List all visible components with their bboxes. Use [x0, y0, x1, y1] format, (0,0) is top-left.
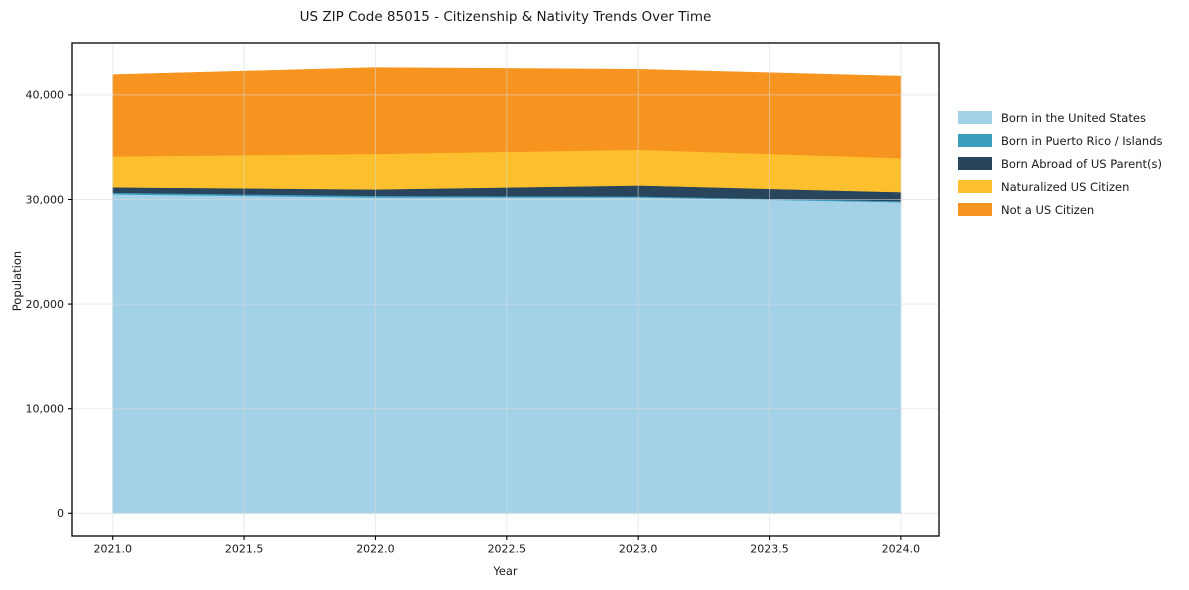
y-tick-label: 20,000 [26, 298, 65, 311]
legend-swatch-icon [958, 157, 992, 170]
y-tick-label: 40,000 [26, 89, 65, 102]
x-tick-label: 2023.5 [750, 543, 789, 556]
legend-label: Born in the United States [1001, 110, 1146, 125]
legend-swatch-icon [958, 180, 992, 193]
legend-item-2: Born Abroad of US Parent(s) [958, 152, 1163, 175]
y-tick-label: 0 [57, 507, 64, 520]
legend-label: Born in Puerto Rico / Islands [1001, 133, 1163, 148]
legend-item-1: Born in Puerto Rico / Islands [958, 129, 1163, 152]
x-tick-label: 2023.0 [619, 543, 658, 556]
y-tick-label: 10,000 [26, 402, 65, 415]
legend-swatch-icon [958, 203, 992, 216]
legend-label: Naturalized US Citizen [1001, 179, 1130, 194]
legend-label: Not a US Citizen [1001, 202, 1095, 217]
x-tick-label: 2022.5 [488, 543, 527, 556]
x-axis-label: Year [493, 564, 518, 578]
legend-item-3: Naturalized US Citizen [958, 175, 1163, 198]
legend-swatch-icon [958, 134, 992, 147]
chart-title: US ZIP Code 85015 - Citizenship & Nativi… [299, 9, 712, 25]
x-tick-label: 2021.0 [93, 543, 132, 556]
x-tick-label: 2024.0 [882, 543, 921, 556]
y-axis-label: Population [10, 250, 24, 312]
legend-item-0: Born in the United States [958, 106, 1163, 129]
x-tick-label: 2022.0 [356, 543, 395, 556]
legend: Born in the United States Born in Puerto … [958, 106, 1163, 221]
y-tick-label: 30,000 [26, 193, 65, 206]
legend-label: Born Abroad of US Parent(s) [1001, 156, 1162, 171]
x-tick-label: 2021.5 [225, 543, 264, 556]
axes-border [71, 42, 940, 537]
legend-swatch-icon [958, 111, 992, 124]
legend-item-4: Not a US Citizen [958, 198, 1163, 221]
